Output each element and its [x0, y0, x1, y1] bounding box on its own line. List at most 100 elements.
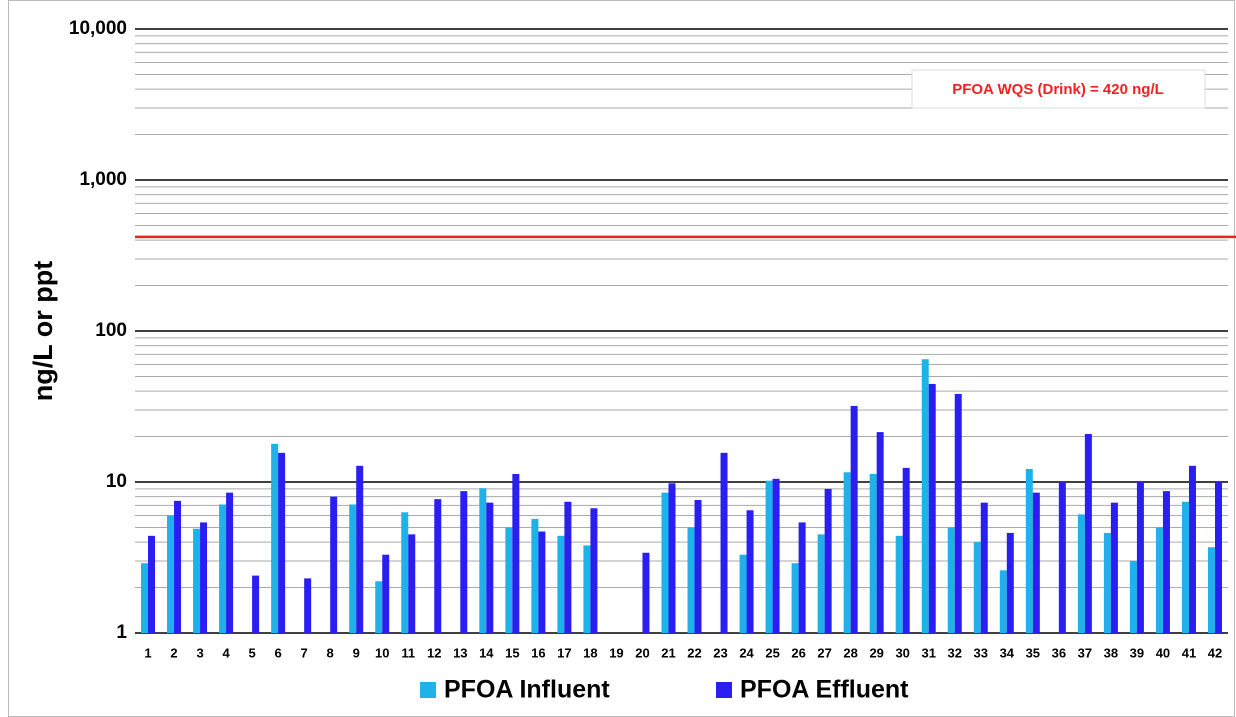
bar	[694, 499, 702, 633]
y-tick-label: 1,000	[79, 169, 127, 190]
bar	[928, 383, 936, 633]
x-tick-label: 4	[222, 645, 230, 660]
bar	[980, 502, 988, 633]
bar	[479, 488, 487, 633]
bar	[1136, 482, 1144, 633]
bar	[148, 535, 156, 633]
bar	[973, 542, 981, 633]
bar	[798, 522, 806, 633]
bar	[1110, 502, 1118, 633]
bar	[252, 575, 260, 633]
x-tick-label: 5	[248, 645, 255, 660]
bar	[642, 552, 650, 633]
bar	[661, 492, 669, 633]
x-tick-label: 41	[1182, 645, 1196, 660]
x-tick-label: 40	[1156, 645, 1170, 660]
x-tick-label: 24	[739, 645, 754, 660]
bar	[1188, 465, 1196, 633]
bar	[687, 527, 695, 633]
bar	[739, 554, 747, 633]
x-tick-label: 37	[1078, 645, 1092, 660]
x-tick-label: 19	[609, 645, 623, 660]
legend-swatch	[420, 682, 436, 698]
x-tick-label: 15	[505, 645, 519, 660]
x-tick-label: 18	[583, 645, 597, 660]
x-tick-label: 25	[765, 645, 779, 660]
bar	[1162, 491, 1170, 633]
annotation: PFOA WQS (Drink) = 420 ng/L	[952, 81, 1164, 98]
bar	[895, 535, 903, 633]
bar	[1181, 501, 1189, 633]
legend-label: PFOA Influent	[444, 676, 610, 704]
bar	[460, 491, 468, 633]
bar	[902, 467, 910, 633]
x-tick-label: 27	[817, 645, 831, 660]
x-tick-label: 14	[479, 645, 494, 660]
x-tick-label: 9	[353, 645, 360, 660]
bar	[1025, 468, 1033, 633]
bar	[590, 508, 598, 633]
x-tick-label: 30	[895, 645, 909, 660]
bar	[434, 499, 442, 633]
bar	[200, 522, 208, 633]
bar	[382, 554, 390, 633]
x-tick-label: 3	[196, 645, 203, 660]
bar	[401, 512, 409, 633]
bar	[557, 535, 565, 633]
bar	[1077, 514, 1085, 633]
bar	[1129, 560, 1137, 633]
bar	[824, 488, 832, 633]
bar	[1006, 532, 1014, 633]
bar	[226, 492, 234, 633]
x-tick-label: 36	[1052, 645, 1066, 660]
x-tick-label: 34	[1000, 645, 1015, 660]
bar	[921, 359, 929, 633]
bar	[869, 473, 877, 633]
y-tick-label: 10	[106, 471, 127, 492]
x-tick-label: 8	[327, 645, 334, 660]
bar	[791, 563, 799, 633]
x-tick-label: 32	[948, 645, 962, 660]
bar	[1084, 433, 1092, 633]
bar	[876, 432, 884, 633]
bar	[349, 504, 357, 633]
bar	[219, 504, 227, 633]
x-tick-label: 6	[275, 645, 282, 660]
bar	[1155, 527, 1163, 633]
bar	[486, 502, 494, 633]
bar	[999, 570, 1007, 633]
bar	[141, 563, 149, 633]
bar	[330, 496, 338, 633]
annotation-box	[911, 69, 1206, 109]
bar	[271, 443, 279, 633]
bar	[850, 405, 858, 633]
bar	[947, 527, 955, 633]
x-tick-label: 22	[687, 645, 701, 660]
legend-label: PFOA Effluent	[740, 676, 909, 704]
bar	[1103, 532, 1111, 633]
y-tick-label: 100	[95, 320, 127, 341]
x-tick-label: 35	[1026, 645, 1040, 660]
bar	[512, 473, 520, 633]
bar	[1058, 482, 1066, 633]
x-tick-label: 42	[1208, 645, 1222, 660]
x-tick-label: 38	[1104, 645, 1118, 660]
y-axis-label: ng/L or ppt	[28, 261, 58, 401]
x-tick-label: 20	[635, 645, 649, 660]
bar	[408, 534, 416, 633]
bar	[193, 528, 201, 633]
x-tick-label: 13	[453, 645, 467, 660]
x-tick-label: 16	[531, 645, 545, 660]
x-tick-label: 1	[144, 645, 151, 660]
x-tick-label: 2	[170, 645, 177, 660]
bar	[278, 452, 286, 633]
x-tick-label: 21	[661, 645, 675, 660]
x-tick-label: 29	[869, 645, 883, 660]
x-tick-label: 33	[974, 645, 988, 660]
bar	[954, 393, 962, 633]
x-tick-label: 31	[921, 645, 935, 660]
bar	[356, 465, 364, 633]
bar	[746, 510, 754, 633]
y-tick-label: 10,000	[69, 18, 127, 39]
